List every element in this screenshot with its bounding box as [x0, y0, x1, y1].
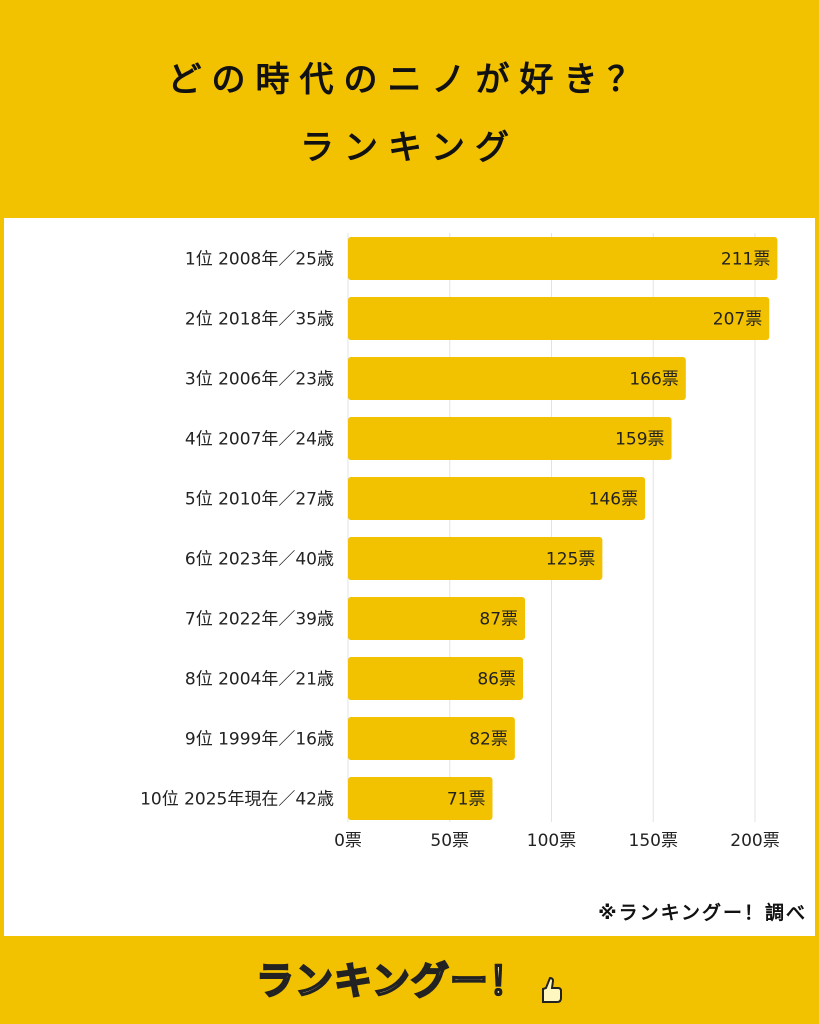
bar: [348, 477, 646, 520]
category-label: 1位 2008年／25歳: [185, 250, 334, 270]
data-label: 87票: [479, 610, 518, 630]
bar: [348, 537, 603, 580]
category-label: 3位 2006年／23歳: [185, 370, 334, 390]
x-tick-label: 200票: [730, 831, 779, 851]
category-label: 2位 2018年／35歳: [185, 310, 334, 330]
data-label: 71票: [447, 790, 486, 810]
x-tick-label: 100票: [527, 831, 576, 851]
bar: [348, 777, 493, 820]
category-label: 8位 2004年／21歳: [185, 670, 334, 690]
category-label: 7位 2022年／39歳: [185, 610, 334, 630]
data-label: 159票: [615, 430, 664, 450]
bar: [348, 237, 778, 280]
thumbs-up-icon: [541, 976, 562, 1003]
data-label: 82票: [469, 730, 508, 750]
data-label: 211票: [721, 250, 770, 270]
bar: [348, 717, 515, 760]
page-title: どの時代のニノが好き？: [167, 60, 652, 100]
bar: [348, 297, 770, 340]
bar: [348, 657, 524, 700]
page-subtitle: ランキング: [300, 128, 519, 168]
chart-panel: 0票 50票 100票 150票 200票 1位 2008年／25歳 211票 2位 2018…: [4, 218, 815, 936]
category-label: 6位 2023年／40歳: [185, 550, 334, 570]
category-label: 5位 2010年／27歳: [185, 490, 334, 510]
logo-text: ランキングー！: [255, 958, 528, 1004]
bar: [348, 357, 686, 400]
bar: [348, 417, 672, 460]
x-tick-label: 50票: [430, 831, 469, 851]
data-label: 86票: [477, 670, 516, 690]
data-label: 207票: [713, 310, 762, 330]
bar-chart: 0票 50票 100票 150票 200票 1位 2008年／25歳 211票 2位 2018…: [140, 233, 780, 851]
category-label: 10位 2025年現在／42歳: [140, 790, 334, 810]
x-tick-label: 0票: [334, 831, 362, 851]
source-note: ※ランキングー！調べ: [598, 902, 807, 924]
category-label: 9位 1999年／16歳: [185, 730, 334, 750]
x-tick-label: 150票: [629, 831, 678, 851]
data-label: 146票: [589, 490, 638, 510]
data-label: 125票: [546, 550, 595, 570]
category-label: 4位 2007年／24歳: [185, 430, 334, 450]
data-label: 166票: [629, 370, 678, 390]
brand-logo: ランキングー！: [0, 950, 819, 1005]
bar: [348, 597, 526, 640]
